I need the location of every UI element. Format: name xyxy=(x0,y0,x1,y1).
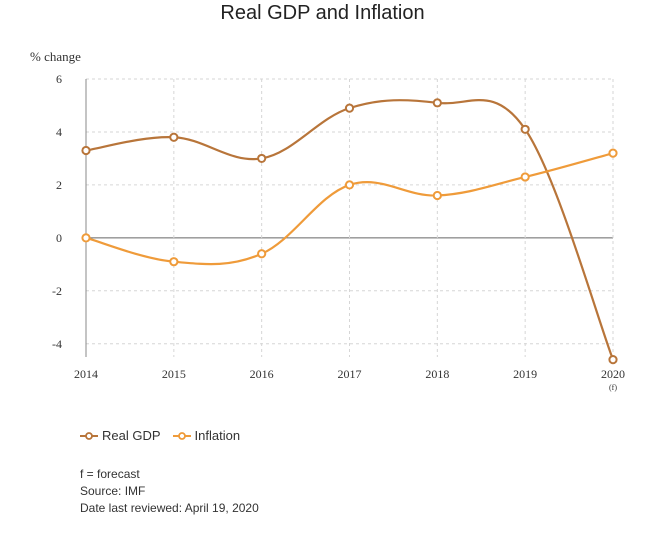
x-tick-label: 2020 xyxy=(601,367,625,381)
forecast-note: f = forecast xyxy=(80,467,140,481)
x-tick-label: 2014 xyxy=(74,367,98,381)
source-note: Source: IMF xyxy=(80,484,146,498)
y-tick-label: 2 xyxy=(56,178,62,192)
data-point-inflation xyxy=(432,190,442,201)
legend: Real GDP Inflation xyxy=(80,428,252,443)
y-axis-label: % change xyxy=(30,49,81,64)
x-tick-label: 2019 xyxy=(513,367,537,381)
data-point-real-gdp xyxy=(81,145,91,156)
y-tick-label: 4 xyxy=(56,125,62,139)
reviewed-note: Date last reviewed: April 19, 2020 xyxy=(80,501,259,515)
data-point-inflation xyxy=(520,172,530,182)
x-tick-label: 2015 xyxy=(162,367,186,381)
y-tick-label: -4 xyxy=(52,337,62,351)
data-point-inflation xyxy=(257,249,267,259)
legend-marker-icon xyxy=(172,431,191,440)
x-tick-label: 2016 xyxy=(250,367,274,381)
data-point-inflation xyxy=(81,233,91,243)
legend-label-real-gdp: Real GDP xyxy=(102,428,161,443)
legend-label-inflation: Inflation xyxy=(194,428,241,443)
y-tick-label: 0 xyxy=(56,231,62,245)
x-tick-note: (f) xyxy=(609,383,617,392)
grid-layer xyxy=(85,78,614,357)
x-tick-label: 2018 xyxy=(425,367,449,381)
data-point-real-gdp xyxy=(257,153,267,164)
data-point-real-gdp xyxy=(432,98,442,108)
chart-title: Real GDP and Inflation xyxy=(220,2,425,24)
legend-marker-icon xyxy=(80,431,98,440)
data-point-inflation xyxy=(344,180,355,190)
data-point-real-gdp xyxy=(520,124,530,134)
y-tick-labels: 6 4 2 0 -2 -4 xyxy=(52,72,62,351)
legend-item-real-gdp[interactable]: Real GDP xyxy=(80,428,161,443)
x-tick-label: 2017 xyxy=(338,367,362,381)
legend-item-inflation[interactable]: Inflation xyxy=(172,428,241,443)
data-point-inflation xyxy=(169,257,179,267)
series-layer xyxy=(81,98,618,365)
data-point-real-gdp xyxy=(608,355,618,365)
y-tick-label: 6 xyxy=(56,72,62,86)
x-tick-labels: 2014 2015 2016 2017 2018 2019 2020 (f) xyxy=(74,367,625,392)
data-point-real-gdp xyxy=(169,132,179,142)
chart-notes: f = forecast Source: IMF Date last revie… xyxy=(80,466,259,517)
data-point-real-gdp xyxy=(344,103,355,113)
y-tick-label: -2 xyxy=(52,284,62,298)
data-point-inflation xyxy=(608,148,618,158)
